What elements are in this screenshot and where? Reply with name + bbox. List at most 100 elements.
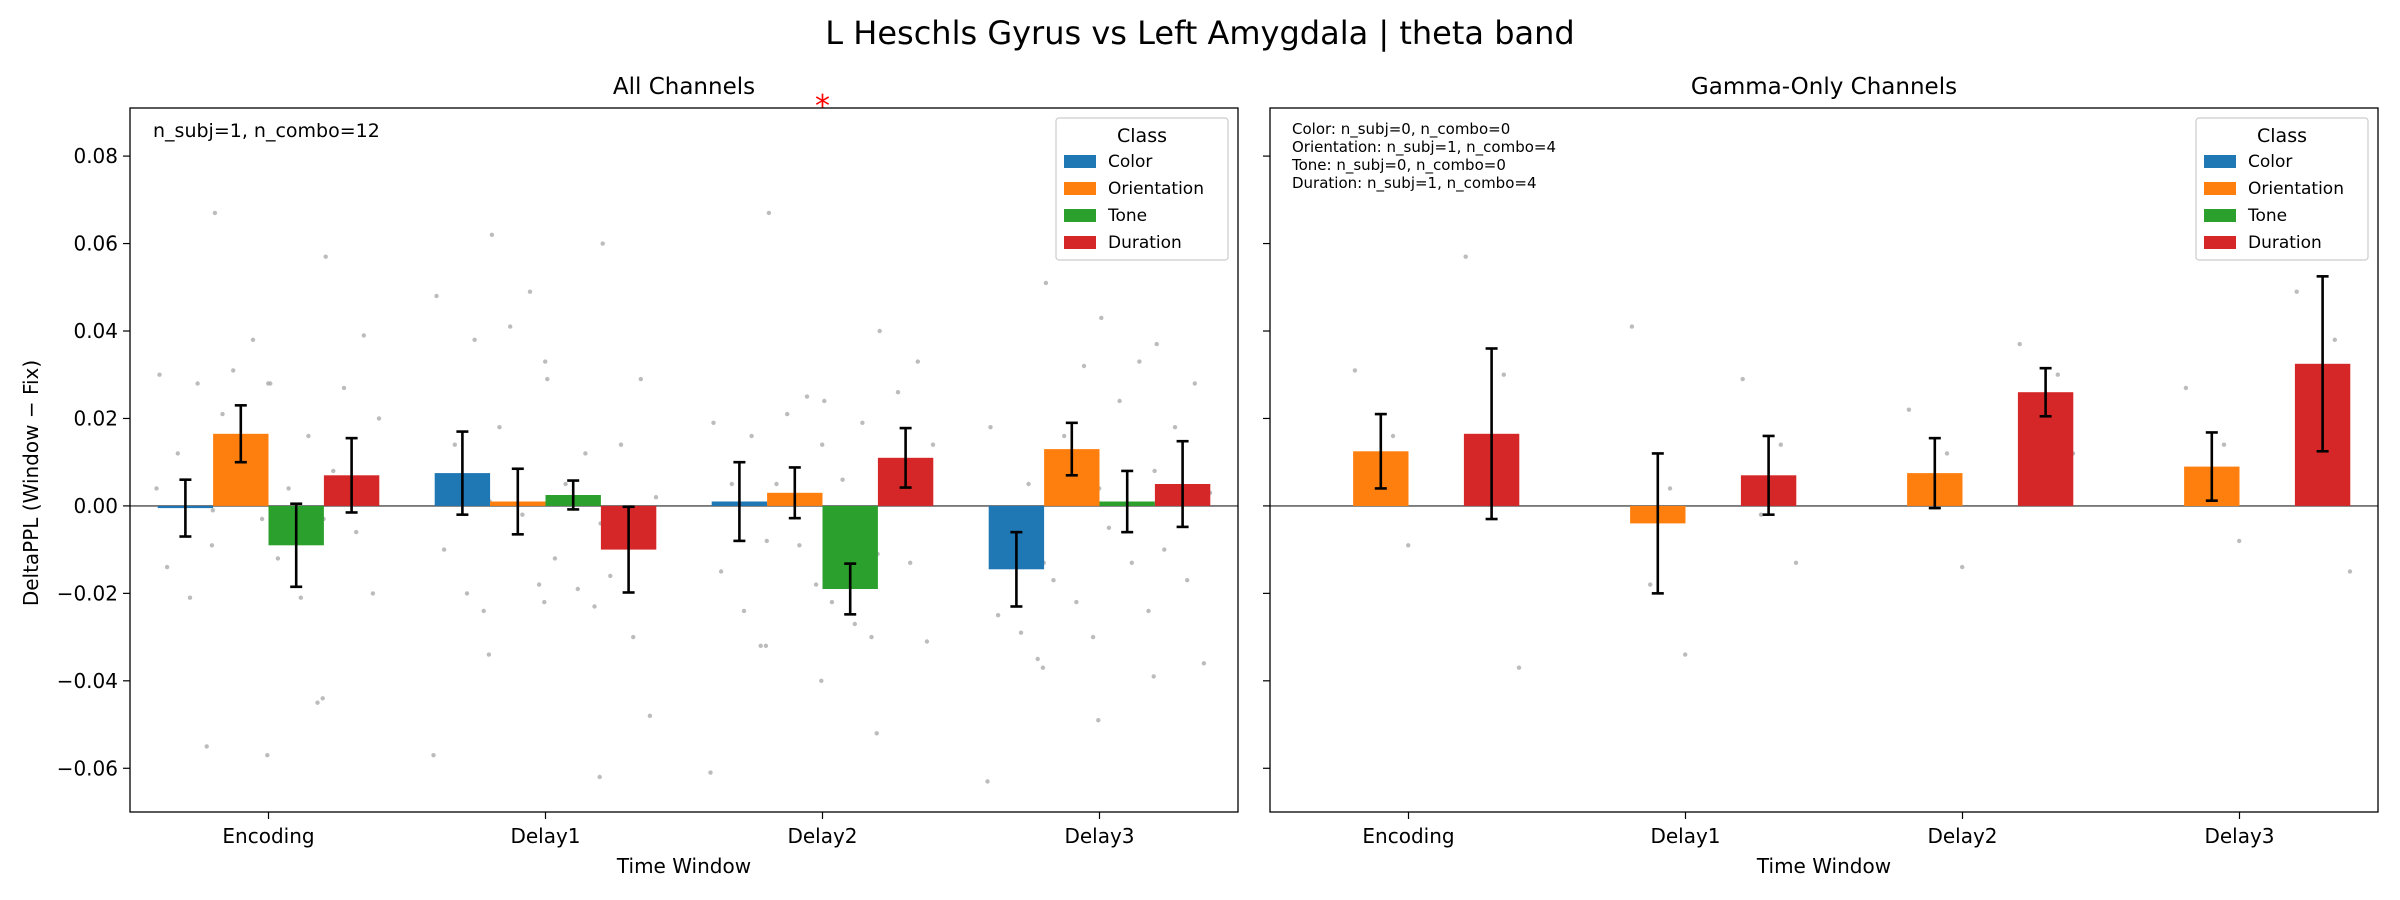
legend-label-orientation: Orientation: [1108, 179, 1204, 199]
legend-swatch-orientation: [2204, 182, 2236, 195]
scatter-point: [250, 337, 256, 342]
legend-label-tone: Tone: [1107, 206, 1147, 226]
scatter-point: [452, 442, 457, 447]
legend-swatch-duration: [2204, 236, 2236, 249]
scatter-point: [869, 634, 874, 640]
scatter-point: [1117, 398, 1122, 404]
scatter-point: [431, 753, 436, 758]
x-tick-label-delay3: Delay3: [2204, 824, 2274, 848]
count-annotation-line-2: Orientation: n_subj=1, n_combo=4: [1292, 138, 1556, 157]
scatter-point: [563, 481, 568, 487]
scatter-point: [370, 591, 376, 596]
scatter-point: [320, 696, 325, 701]
scatter-point: [268, 381, 273, 386]
scatter-point: [175, 451, 180, 456]
subject-count-annotation: n_subj=1, n_combo=12: [153, 120, 380, 142]
x-tick-label-delay1: Delay1: [1650, 824, 1720, 848]
scatter-point: [860, 420, 865, 425]
scatter-point: [1137, 359, 1142, 364]
scatter-point: [195, 381, 200, 386]
scatter-point: [915, 359, 920, 364]
scatter-point: [1090, 634, 1096, 640]
scatter-point: [157, 372, 162, 377]
figure-suptitle: L Heschls Gyrus vs Left Amygdala | theta…: [825, 14, 1574, 52]
scatter-point: [536, 582, 542, 587]
scatter-point: [711, 420, 716, 425]
scatter-point: [1151, 674, 1156, 679]
scatter-point: [2332, 337, 2337, 342]
scatter-point: [1040, 665, 1046, 670]
scatter-point: [1501, 372, 1507, 377]
scatter-point: [204, 744, 209, 749]
scatter-point: [545, 376, 550, 382]
legend-swatch-tone: [2204, 209, 2236, 222]
scatter-point: [764, 538, 769, 544]
scatter-point: [1035, 656, 1040, 662]
scatter-point: [331, 468, 336, 474]
scatter-point: [1667, 486, 1673, 491]
scatter-point: [1152, 468, 1157, 474]
chart-panel-gamma-only: Gamma-Only Channels Time Window Color: n…: [1263, 74, 2379, 878]
count-annotation-line-1: Color: n_subj=0, n_combo=0: [1292, 120, 1510, 139]
x-axis-label: Time Window: [1756, 854, 1891, 878]
scatter-point: [653, 495, 659, 500]
scatter-point: [212, 210, 218, 216]
y-axis-label: DeltaPPL (Window − Fix): [19, 360, 43, 606]
scatter-point: [1944, 451, 1950, 456]
scatter-point: [1648, 582, 1653, 587]
scatter-point: [481, 608, 486, 614]
scatter-point: [895, 390, 901, 395]
scatter-point: [638, 376, 643, 382]
scatter-point: [575, 586, 580, 592]
scatter-point: [758, 643, 763, 648]
legend-box: [1055, 117, 1229, 261]
scatter-point: [527, 289, 533, 294]
y-tick-label: −0.06: [57, 756, 118, 780]
legend-swatch-tone: [1064, 209, 1096, 222]
scatter-point: [543, 359, 548, 364]
scatter-point: [766, 210, 772, 216]
scatter-point: [489, 232, 495, 237]
chart-panel-all-channels: All Channels Time Window n_subj=1, n_com…: [57, 74, 1239, 878]
x-axis-ticks: Encoding Delay1 Delay2 Delay3: [222, 812, 1135, 848]
scatter-point: [908, 560, 913, 565]
scatter-point: [874, 731, 879, 736]
scatter-point: [1172, 425, 1178, 430]
scatter-point: [361, 333, 366, 338]
scatter-point: [508, 324, 513, 329]
y-tick-label: 0.08: [73, 144, 118, 168]
x-tick-label-encoding: Encoding: [222, 824, 314, 848]
scatter-point: [985, 779, 990, 784]
scatter-point: [441, 547, 447, 552]
scatter-point: [1683, 652, 1688, 657]
scatter-point: [1463, 254, 1468, 259]
legend-label-duration: Duration: [1108, 233, 1182, 253]
scatter-point: [2055, 372, 2060, 377]
scatter-point: [631, 634, 636, 640]
scatter-point: [829, 599, 835, 605]
scatter-point: [819, 678, 824, 683]
scatter-point: [1758, 512, 1764, 517]
scatter-point: [220, 411, 225, 417]
scatter-point: [1096, 718, 1101, 723]
scatter-point: [354, 529, 359, 535]
scatter-point: [1129, 560, 1135, 565]
legend-label-duration: Duration: [2248, 233, 2322, 253]
scatter-point: [306, 433, 311, 439]
error-bars: [179, 404, 1189, 616]
y-tick-label: 0.00: [73, 494, 118, 518]
scatter-point: [1185, 578, 1190, 583]
scatter-point: [472, 337, 477, 342]
scatter-point: [741, 608, 747, 614]
scatter-point: [729, 481, 734, 487]
scatter-point: [2347, 569, 2353, 574]
scatter-point: [341, 385, 347, 391]
scatter-point: [804, 394, 810, 399]
x-axis-ticks: Encoding Delay1 Delay2 Delay3: [1362, 812, 2275, 848]
legend-swatch-color: [2204, 155, 2236, 168]
scatter-point: [718, 569, 724, 574]
scatter-point: [231, 368, 236, 373]
legend-label-tone: Tone: [2247, 206, 2287, 226]
scatter-point: [592, 604, 597, 609]
